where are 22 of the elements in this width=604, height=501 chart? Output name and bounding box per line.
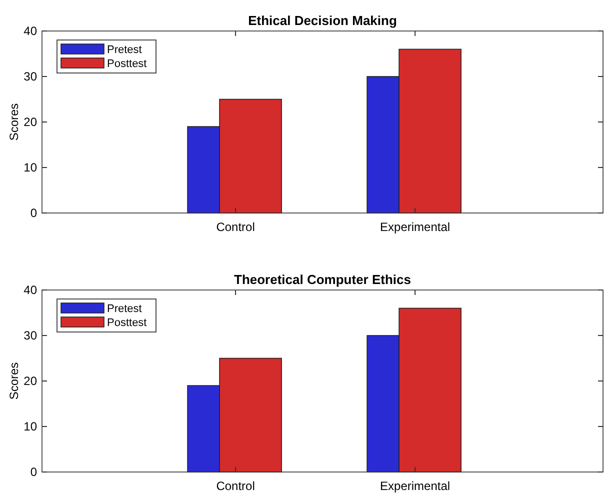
y-tick-label: 20 (24, 374, 38, 388)
x-tick-label: Experimental (380, 220, 450, 234)
y-axis-title: Scores (7, 103, 21, 141)
x-tick-label: Control (216, 220, 255, 234)
chart-title: Theoretical Computer Ethics (234, 272, 411, 287)
legend-label: Pretest (107, 44, 142, 56)
y-tick-label: 20 (24, 115, 38, 129)
legend-label: Pretest (107, 303, 142, 315)
y-tick-label: 0 (30, 206, 38, 220)
chart-title: Ethical Decision Making (248, 13, 397, 28)
y-tick-label: 10 (24, 160, 38, 174)
y-axis-title: Scores (7, 362, 21, 400)
x-tick-label: Experimental (380, 479, 450, 493)
legend-label: Posttest (107, 317, 147, 329)
y-tick-label: 40 (24, 283, 38, 297)
y-tick-label: 30 (24, 328, 38, 342)
y-tick-label: 30 (24, 70, 38, 84)
legend-label: Posttest (107, 58, 147, 70)
y-tick-label: 0 (30, 465, 38, 479)
y-tick-label: 10 (24, 420, 38, 434)
y-tick-label: 40 (24, 24, 38, 38)
x-tick-label: Control (216, 479, 255, 493)
